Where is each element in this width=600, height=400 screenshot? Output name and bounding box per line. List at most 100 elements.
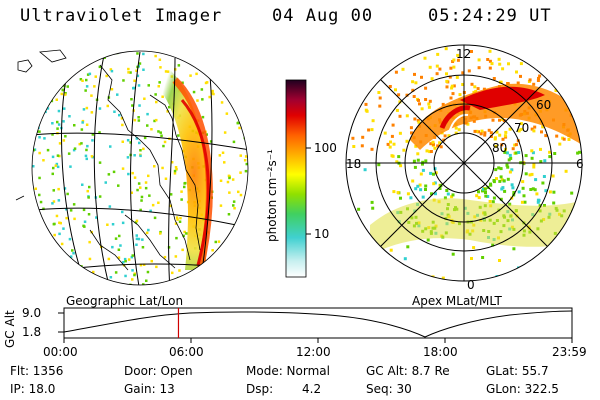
geo-speckle [166, 110, 169, 113]
polar-speckle [548, 150, 552, 154]
geo-speckle [43, 137, 46, 140]
polar-speckle [489, 131, 493, 135]
geo-speckle [136, 74, 140, 78]
geo-speckle [200, 60, 203, 63]
polar-speckle [414, 81, 418, 85]
polar-speckle [361, 135, 365, 139]
geo-speckle [133, 118, 137, 122]
geo-speckle [49, 66, 53, 69]
geo-speckle [72, 203, 76, 206]
polar-speckle [564, 169, 568, 173]
geo-speckle [237, 51, 240, 53]
geo-speckle [113, 110, 116, 113]
geo-speckle [228, 191, 231, 194]
geo-speckle [83, 220, 87, 223]
polar-speckle [428, 99, 432, 103]
geo-speckle [246, 57, 248, 60]
polar-speckle [536, 79, 540, 82]
polar-speckle [424, 98, 428, 101]
geo-speckle [240, 105, 243, 108]
geo-speckle [60, 92, 63, 96]
polar-speckle [514, 151, 518, 155]
mlat-label-70: 70 [514, 121, 529, 135]
geo-speckle [111, 245, 114, 249]
geo-speckle [137, 116, 140, 119]
geo-speckle [142, 52, 145, 56]
geo-speckle [182, 234, 185, 238]
geo-speckle [73, 147, 77, 150]
geo-speckle [59, 266, 62, 269]
geo-speckle [158, 58, 162, 61]
geo-speckle [121, 123, 124, 127]
geo-speckle [135, 237, 139, 241]
geo-speckle [232, 200, 236, 203]
geo-speckle [122, 79, 125, 82]
geo-speckle [199, 267, 203, 270]
polar-speckle [521, 180, 525, 184]
geo-speckle [84, 154, 88, 158]
polar-speckle [365, 109, 369, 113]
geo-speckle [176, 218, 179, 221]
geo-speckle [87, 213, 91, 216]
geo-speckle [65, 208, 68, 211]
polar-speckle [537, 198, 541, 202]
polar-speckle [461, 71, 465, 75]
geo-speckle [135, 219, 139, 223]
polar-speckle [487, 128, 491, 132]
geo-speckle [35, 236, 38, 240]
geo-speckle [49, 55, 53, 58]
colorbar-tick-10: 10 [314, 227, 329, 241]
geo-speckle [228, 96, 231, 100]
geo-speckle [142, 263, 146, 266]
polar-speckle [370, 128, 374, 132]
geo-speckle [55, 98, 58, 101]
polar-speckle [488, 59, 492, 63]
geo-speckle [131, 254, 134, 257]
polar-speckle [539, 160, 543, 164]
polar-speckle [500, 187, 504, 191]
status-flight: Flt: 1356 [10, 364, 64, 378]
polar-speckle [424, 159, 428, 163]
geo-speckle [215, 57, 218, 60]
geo-speckle [146, 112, 149, 116]
geo-speckle [168, 105, 171, 109]
geo-speckle [85, 148, 88, 152]
polar-speckle [505, 151, 509, 155]
polar-speckle [552, 201, 556, 205]
polar-speckle [451, 252, 455, 256]
polar-speckle [567, 138, 571, 141]
timeline-y-axis-label: GC Alt [3, 310, 17, 348]
geo-speckle [159, 232, 162, 235]
polar-speckle [480, 129, 484, 133]
geo-speckle [58, 142, 62, 145]
geo-speckle [195, 55, 198, 59]
geo-speckle [90, 51, 93, 53]
geo-speckle [234, 278, 237, 282]
geo-speckle [138, 62, 142, 65]
polar-speckle [576, 151, 580, 155]
polar-speckle [395, 160, 399, 164]
polar-speckle [455, 75, 459, 79]
geo-speckle [56, 165, 60, 169]
polar-speckle [503, 134, 507, 138]
polar-speckle [418, 102, 421, 106]
geo-speckle [91, 133, 95, 136]
geo-speckle [170, 161, 174, 164]
geo-speckle [121, 221, 125, 225]
geo-speckle [162, 144, 165, 148]
geo-speckle [124, 259, 127, 263]
polar-speckle [553, 152, 557, 155]
polar-speckle [477, 66, 481, 70]
geo-speckle [81, 183, 84, 186]
polar-speckle [494, 144, 498, 148]
polar-speckle [357, 207, 361, 211]
geo-speckle [148, 194, 151, 197]
geo-speckle [70, 66, 73, 70]
polar-panel-label: Apex MLat/MLT [412, 294, 502, 308]
mlt-label-18: 18 [346, 157, 361, 171]
geo-speckle [231, 178, 235, 181]
geo-speckle [72, 148, 76, 152]
geo-speckle [32, 148, 35, 152]
polar-speckle [484, 194, 488, 198]
polar-speckle [492, 77, 496, 80]
